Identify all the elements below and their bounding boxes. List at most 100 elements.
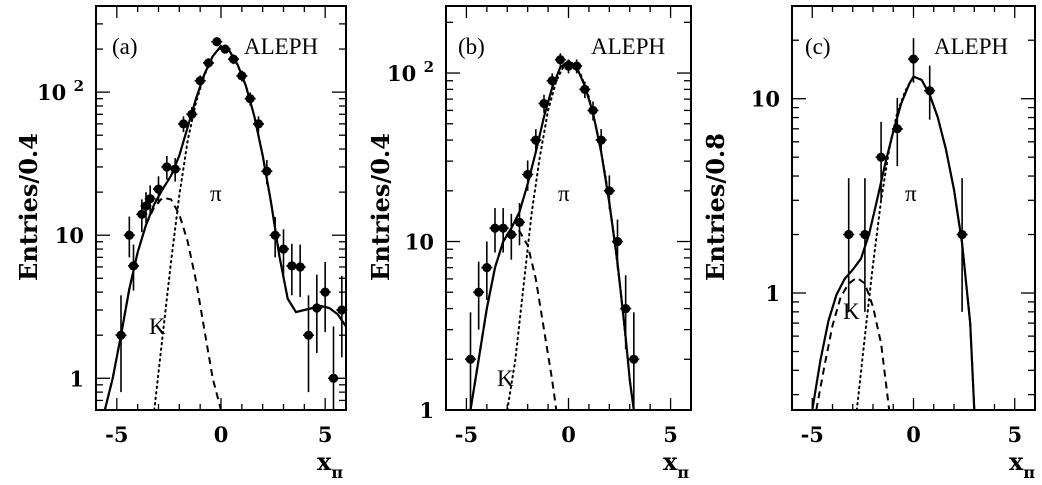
- data-point: [286, 243, 298, 296]
- data-point: [278, 229, 289, 275]
- x-tick-label: 5: [1007, 422, 1022, 447]
- total-fit-curve: [469, 59, 635, 410]
- data-marker: [580, 84, 590, 94]
- data-point: [497, 208, 509, 253]
- data-marker: [604, 186, 614, 196]
- data-point: [481, 241, 493, 300]
- data-point: [843, 178, 855, 312]
- data-marker: [490, 223, 500, 233]
- data-point: [603, 175, 615, 209]
- data-marker: [153, 184, 164, 194]
- data-point: [203, 58, 214, 68]
- data-marker: [337, 305, 347, 315]
- data-marker: [908, 54, 919, 64]
- data-marker: [629, 354, 639, 364]
- x-tick-label: 0: [214, 422, 229, 447]
- y-tick-exponent: 2: [424, 58, 434, 76]
- data-marker: [178, 119, 189, 129]
- data-point: [538, 94, 550, 113]
- data-point: [522, 160, 534, 191]
- data-point: [294, 244, 306, 297]
- data-point: [186, 107, 198, 122]
- data-point: [620, 275, 632, 350]
- data-point: [244, 92, 256, 106]
- data-marker: [555, 55, 565, 65]
- data-marker: [876, 152, 886, 162]
- y-tick-label: 10: [751, 87, 780, 112]
- data-marker: [514, 217, 525, 227]
- pion-fit-curve: [153, 44, 289, 410]
- panel-b-xlabel: xπ: [663, 447, 689, 482]
- panel-a-xlabel-main: x: [317, 447, 332, 476]
- data-marker: [303, 330, 314, 340]
- panel-a-ylabel: Entries/0.4: [14, 133, 43, 281]
- x-tick-label: 0: [561, 422, 576, 447]
- data-point: [924, 65, 936, 120]
- y-tick-label: 1: [69, 366, 84, 391]
- data-point: [123, 216, 135, 258]
- data-point: [612, 219, 623, 269]
- kaon-fit-curve: [469, 230, 558, 410]
- x-tick-label: 0: [906, 422, 921, 447]
- data-marker: [328, 373, 339, 383]
- data-marker: [187, 109, 197, 119]
- data-marker: [320, 287, 330, 297]
- data-point: [269, 217, 281, 258]
- data-marker: [270, 230, 280, 240]
- data-point: [128, 244, 139, 291]
- data-point: [319, 261, 331, 333]
- data-marker: [212, 37, 222, 47]
- data-marker: [498, 223, 508, 233]
- data-point: [571, 59, 583, 74]
- data-point: [311, 274, 323, 354]
- panel-b-k-label: K: [497, 366, 514, 391]
- data-marker: [482, 263, 492, 273]
- data-marker: [145, 194, 155, 204]
- panel-b-label: (b): [458, 34, 485, 59]
- data-marker: [295, 262, 305, 272]
- panel-a-xlabel: xπ: [317, 447, 343, 482]
- data-point: [465, 312, 476, 410]
- data-point: [859, 178, 871, 312]
- data-marker: [162, 162, 172, 172]
- y-tick-label: 10 2: [37, 77, 84, 105]
- panel-b-plot: [445, 6, 692, 411]
- data-point: [328, 326, 339, 410]
- data-marker: [860, 229, 870, 240]
- data-marker: [195, 76, 205, 86]
- x-tick-label: 5: [663, 422, 678, 447]
- kaon-fit-curve: [103, 196, 222, 410]
- data-point: [587, 101, 599, 121]
- panel-a-experiment-label: ALEPH: [244, 34, 318, 59]
- x-tick-label: 5: [318, 422, 333, 447]
- panel-b-experiment-label: ALEPH: [591, 34, 665, 59]
- panel-a-tick-labels: -5 0 5 1 10 10 2: [37, 77, 332, 447]
- data-point: [530, 129, 542, 153]
- data-point: [908, 38, 919, 83]
- data-marker: [844, 229, 854, 240]
- panel-a-plot: [95, 5, 348, 411]
- total-fit-curve: [103, 44, 346, 410]
- data-marker: [547, 76, 557, 86]
- data-marker: [287, 261, 297, 271]
- data-marker: [228, 54, 239, 64]
- data-point: [303, 295, 314, 393]
- kaon-fit-curve: [815, 276, 891, 410]
- data-marker: [203, 58, 214, 68]
- pion-fit-curve: [855, 75, 976, 410]
- data-marker: [523, 169, 533, 180]
- data-marker: [572, 61, 582, 71]
- y-tick-label: 1: [765, 281, 780, 306]
- panel-c-tick-labels: -5 0 5 1 10: [751, 87, 1022, 447]
- data-marker: [925, 86, 935, 96]
- data-marker: [278, 244, 289, 254]
- data-marker: [245, 94, 255, 104]
- panel-c-label: (c): [805, 34, 831, 59]
- y-tick-label: 1: [419, 398, 434, 423]
- data-point: [891, 97, 903, 167]
- panel-c-pi-label: π: [905, 181, 917, 206]
- data-point: [236, 70, 248, 82]
